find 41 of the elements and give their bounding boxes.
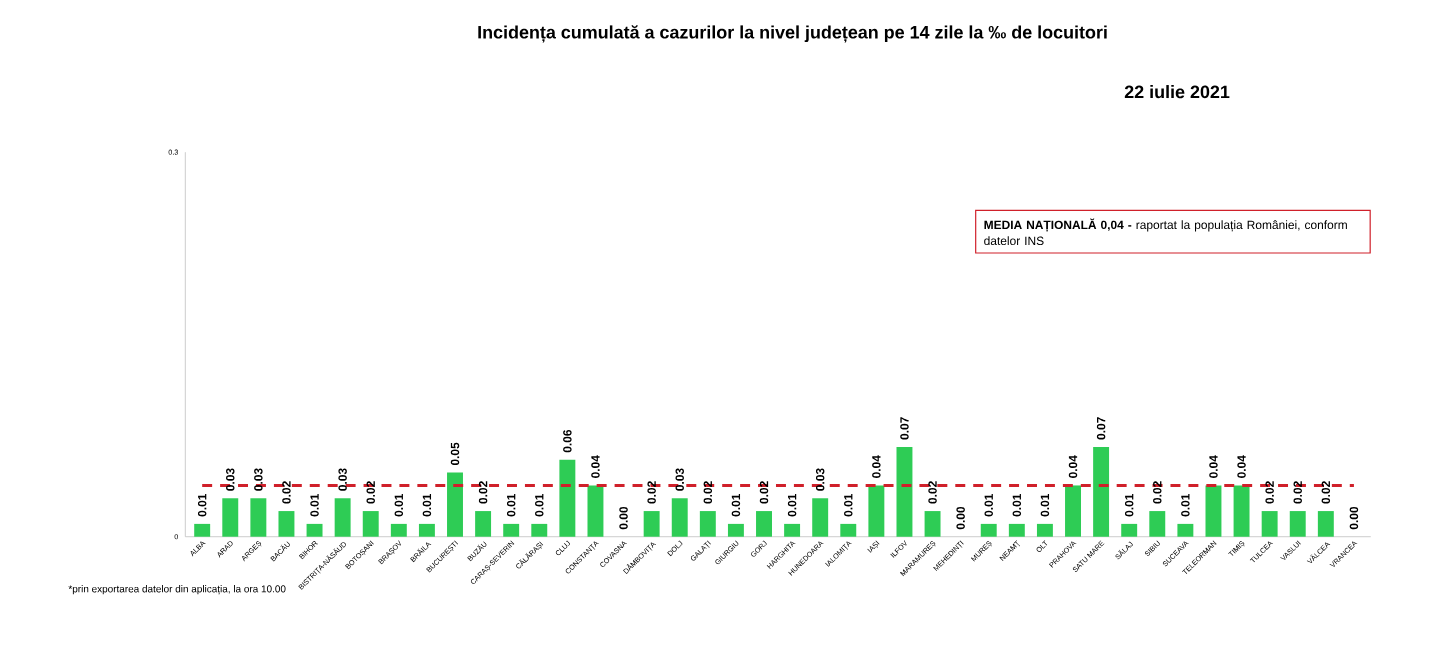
bar	[1233, 485, 1250, 537]
bar	[1261, 511, 1278, 537]
bar	[194, 524, 211, 537]
bar	[418, 524, 435, 537]
bar	[643, 511, 660, 537]
bar	[334, 498, 351, 537]
bar	[1065, 485, 1081, 537]
bar	[671, 498, 688, 537]
bar	[559, 460, 576, 537]
bar	[756, 511, 772, 537]
bar	[503, 524, 520, 537]
bar	[840, 524, 857, 537]
bar	[475, 511, 492, 537]
bar	[784, 524, 801, 537]
bar	[1205, 485, 1222, 537]
bar	[812, 498, 829, 537]
bar	[1121, 524, 1138, 537]
bar	[1177, 524, 1194, 537]
bar	[587, 485, 604, 537]
bar	[1149, 511, 1166, 537]
bar	[278, 511, 295, 537]
bar	[1036, 524, 1053, 537]
bar	[447, 472, 463, 537]
bar	[1008, 524, 1025, 537]
bar	[896, 447, 913, 537]
bar	[250, 498, 267, 537]
bar	[727, 524, 744, 537]
bar	[390, 524, 407, 537]
bar	[222, 498, 239, 537]
bar	[699, 511, 716, 537]
bar	[306, 524, 323, 537]
bar	[1317, 511, 1334, 537]
chart-subtitle: 22 iulie 2021	[1124, 85, 1230, 99]
bar	[924, 511, 941, 537]
bar	[980, 524, 997, 537]
chart-title: Incidența cumulată a cazurilor la nivel județean pe 14 zile la ‰ de locuitori	[478, 25, 1107, 43]
bar	[868, 485, 885, 537]
bar	[531, 524, 548, 537]
bar	[362, 511, 379, 537]
bar	[1093, 447, 1110, 537]
bar	[1289, 511, 1306, 537]
